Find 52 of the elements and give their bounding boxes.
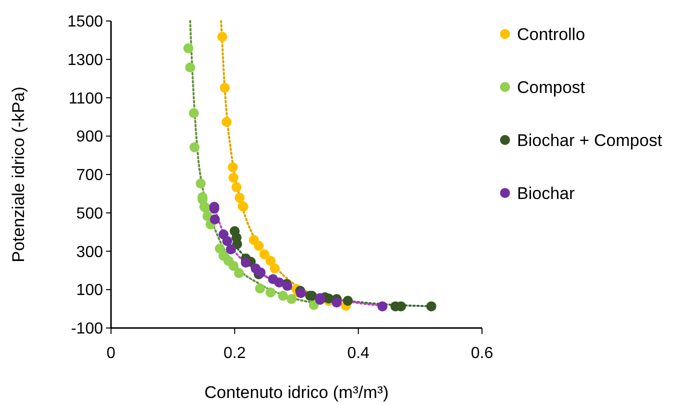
- point: [270, 264, 280, 274]
- point: [286, 294, 297, 304]
- point: [296, 288, 306, 298]
- point: [274, 278, 284, 288]
- y-axis-title: Potenziale idrico (-kPa): [9, 86, 28, 262]
- point: [426, 301, 436, 312]
- y-tick-label: 900: [76, 128, 104, 146]
- y-tick-label: -100: [70, 320, 104, 338]
- point: [234, 268, 244, 278]
- point: [228, 260, 238, 271]
- point: [255, 283, 266, 294]
- x-tick-label: 0: [106, 345, 116, 362]
- point: [214, 244, 225, 254]
- point: [342, 296, 353, 306]
- point: [266, 256, 276, 266]
- point: [232, 182, 242, 192]
- y-tick-label: 1300: [67, 52, 104, 69]
- legend-label: Controllo: [517, 24, 586, 44]
- point: [183, 43, 194, 54]
- point: [220, 82, 230, 93]
- x-axis-title: Contenuto idrico (m³/m³): [204, 383, 389, 402]
- x-tick-label: 0.6: [470, 345, 494, 362]
- point: [259, 249, 270, 260]
- point: [222, 116, 232, 127]
- point: [266, 288, 276, 298]
- point: [210, 214, 220, 224]
- point: [189, 142, 200, 152]
- point: [228, 172, 238, 183]
- y-tick-label: 700: [76, 167, 104, 184]
- legend-label: Biochar: [517, 184, 575, 203]
- y-tick-label: 1500: [67, 14, 104, 31]
- point: [332, 297, 342, 308]
- y-tick-label: 500: [76, 205, 104, 222]
- point: [222, 236, 232, 246]
- point: [254, 240, 264, 251]
- point: [228, 162, 238, 172]
- point: [196, 178, 206, 189]
- point: [234, 192, 245, 203]
- point: [240, 258, 251, 268]
- y-tick-label: 100: [76, 282, 104, 300]
- point: [217, 32, 228, 42]
- y-tick-label: 300: [76, 244, 104, 261]
- point: [226, 244, 236, 254]
- x-tick-label: 0.4: [347, 345, 370, 362]
- point: [188, 108, 199, 118]
- legend-label: Compost: [517, 78, 586, 97]
- point: [278, 290, 288, 301]
- y-tick-label: 1100: [68, 90, 104, 108]
- legend-label: Biochar + Compost: [517, 130, 662, 150]
- x-tick-label: 0.2: [224, 345, 246, 362]
- point: [185, 62, 196, 72]
- point: [377, 301, 388, 312]
